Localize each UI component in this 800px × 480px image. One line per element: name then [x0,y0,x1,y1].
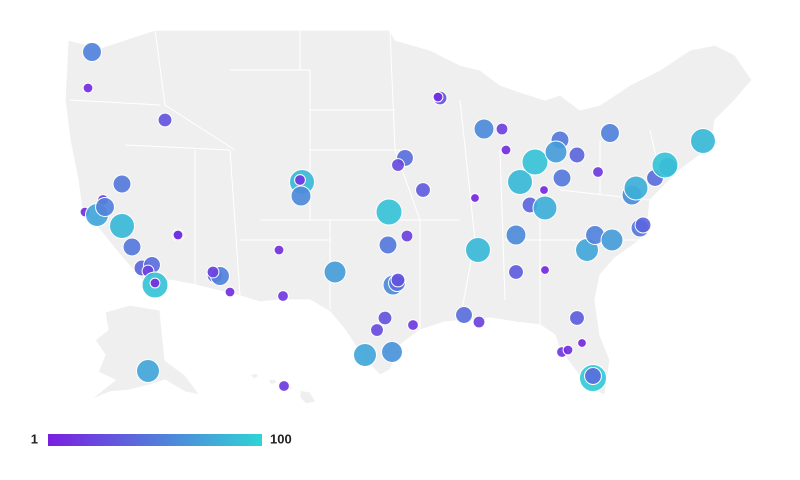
bubble [539,185,549,195]
bubble [470,193,480,203]
bubble [278,380,290,392]
bubble [552,168,572,188]
legend-min: 1 [31,431,38,446]
bubble [584,367,602,385]
bubble [592,166,604,178]
bubble [507,169,533,195]
bubble [82,82,94,94]
bubble [375,198,403,226]
bubble [432,91,444,103]
bubble [172,229,184,241]
bubble [400,229,414,243]
bubble [500,144,512,156]
bubble [540,265,550,275]
bubble [600,123,620,143]
hawaii [248,372,317,405]
bubble [391,158,405,172]
bubble [508,264,524,280]
legend-gradient [48,434,262,446]
bubble [473,118,495,140]
bubble [415,182,431,198]
bubble [634,216,652,234]
bubble [378,235,398,255]
bubble [377,310,393,326]
us-mainland [64,29,753,396]
bubble [568,146,586,164]
bubble [136,359,160,383]
bubble [472,315,486,329]
alaska [89,304,202,401]
bubble [562,344,574,356]
bubble [544,140,568,164]
bubble [109,213,135,239]
bubble [600,228,624,252]
bubble [465,237,491,263]
bubble [122,237,142,257]
bubble [157,112,173,128]
bubble [569,310,585,326]
bubble [370,323,384,337]
bubble [407,319,419,331]
bubbles [79,42,716,392]
bubble [532,195,558,221]
bubble [149,277,161,289]
bubble [521,148,549,176]
legend: 1 100 [31,431,292,446]
bubble [294,174,306,186]
bubble [455,306,473,324]
basemap [64,29,753,405]
bubble [290,185,312,207]
bubble [112,174,132,194]
bubble [505,224,527,246]
bubble [690,128,716,154]
bubble [353,343,377,367]
bubble [82,42,102,62]
bubble [277,290,289,302]
bubble [577,338,587,348]
bubble [651,151,679,179]
bubble [381,341,403,363]
bubble [95,197,115,217]
bubble [623,175,649,201]
bubble [206,265,220,279]
bubble [273,244,285,256]
bubble [390,272,406,288]
bubble [495,122,509,136]
bubble [323,260,347,284]
bubble [224,286,236,298]
legend-max: 100 [270,431,292,446]
